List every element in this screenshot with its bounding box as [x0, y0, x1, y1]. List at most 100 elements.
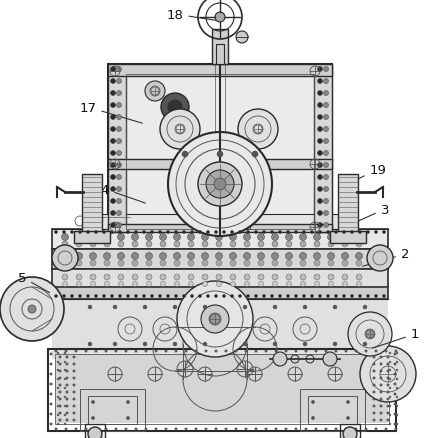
Circle shape: [317, 91, 322, 96]
Circle shape: [50, 383, 52, 385]
Circle shape: [132, 274, 138, 280]
Circle shape: [185, 428, 187, 430]
Circle shape: [103, 234, 111, 241]
Circle shape: [333, 305, 337, 309]
Circle shape: [380, 370, 382, 372]
Circle shape: [188, 261, 194, 266]
Bar: [52, 287, 388, 299]
Circle shape: [57, 369, 59, 371]
Bar: [300, 389, 365, 431]
Circle shape: [55, 428, 57, 430]
Circle shape: [116, 175, 122, 180]
Circle shape: [174, 241, 180, 247]
Circle shape: [146, 253, 152, 260]
Circle shape: [380, 405, 382, 407]
Circle shape: [75, 428, 77, 430]
Circle shape: [116, 139, 122, 144]
Circle shape: [57, 361, 59, 363]
Circle shape: [380, 419, 382, 421]
Circle shape: [394, 373, 396, 375]
Circle shape: [131, 253, 139, 260]
Circle shape: [285, 234, 293, 241]
Circle shape: [65, 428, 67, 430]
Circle shape: [350, 231, 353, 234]
Circle shape: [300, 234, 306, 241]
Circle shape: [160, 241, 166, 247]
Circle shape: [66, 419, 68, 421]
Circle shape: [87, 295, 90, 298]
Circle shape: [145, 82, 165, 102]
Circle shape: [373, 377, 375, 379]
Circle shape: [324, 211, 329, 216]
Circle shape: [387, 356, 389, 358]
Circle shape: [215, 428, 217, 430]
Circle shape: [62, 234, 68, 241]
Circle shape: [324, 115, 329, 120]
Circle shape: [302, 295, 305, 298]
Circle shape: [71, 231, 74, 234]
Circle shape: [73, 398, 75, 400]
Circle shape: [111, 67, 115, 72]
Circle shape: [62, 261, 68, 266]
Circle shape: [111, 187, 115, 192]
Circle shape: [324, 67, 329, 72]
Circle shape: [286, 231, 289, 234]
Circle shape: [317, 67, 322, 72]
Circle shape: [273, 282, 278, 287]
Circle shape: [300, 253, 306, 260]
Circle shape: [143, 305, 147, 309]
Circle shape: [310, 295, 313, 298]
Circle shape: [255, 350, 257, 353]
Circle shape: [187, 253, 194, 260]
Circle shape: [75, 234, 83, 241]
Circle shape: [313, 253, 321, 260]
Circle shape: [111, 163, 115, 168]
Circle shape: [202, 274, 208, 280]
Circle shape: [389, 378, 391, 380]
Circle shape: [85, 428, 87, 430]
Text: 5: 5: [18, 271, 50, 293]
Circle shape: [345, 350, 347, 353]
Bar: [195, 219, 250, 230]
Circle shape: [76, 261, 82, 266]
Circle shape: [317, 175, 322, 180]
Bar: [330, 231, 366, 244]
Circle shape: [270, 231, 274, 234]
Circle shape: [214, 179, 226, 191]
Circle shape: [174, 234, 181, 241]
Circle shape: [189, 282, 194, 287]
Circle shape: [394, 403, 396, 405]
Circle shape: [174, 282, 179, 287]
Circle shape: [50, 403, 52, 405]
Circle shape: [335, 428, 337, 430]
Circle shape: [50, 413, 52, 415]
Circle shape: [104, 282, 110, 287]
Circle shape: [76, 282, 82, 287]
Circle shape: [387, 377, 389, 379]
Circle shape: [161, 94, 189, 122]
Circle shape: [275, 428, 277, 430]
Circle shape: [270, 295, 274, 298]
Circle shape: [111, 91, 115, 96]
Circle shape: [66, 384, 68, 386]
Circle shape: [295, 428, 297, 430]
Circle shape: [396, 352, 398, 354]
Circle shape: [90, 241, 96, 247]
Circle shape: [165, 428, 167, 430]
Text: 18: 18: [166, 8, 217, 21]
Circle shape: [389, 361, 391, 363]
Bar: [108, 65, 332, 77]
Circle shape: [160, 261, 166, 266]
Circle shape: [116, 199, 122, 204]
Circle shape: [230, 282, 235, 287]
Circle shape: [324, 103, 329, 108]
Circle shape: [301, 282, 305, 287]
Circle shape: [188, 241, 194, 247]
Circle shape: [310, 231, 313, 234]
Circle shape: [342, 295, 345, 298]
Circle shape: [64, 423, 66, 425]
Circle shape: [50, 363, 52, 365]
Bar: [74, 231, 110, 244]
Circle shape: [127, 401, 130, 403]
Circle shape: [85, 350, 87, 353]
